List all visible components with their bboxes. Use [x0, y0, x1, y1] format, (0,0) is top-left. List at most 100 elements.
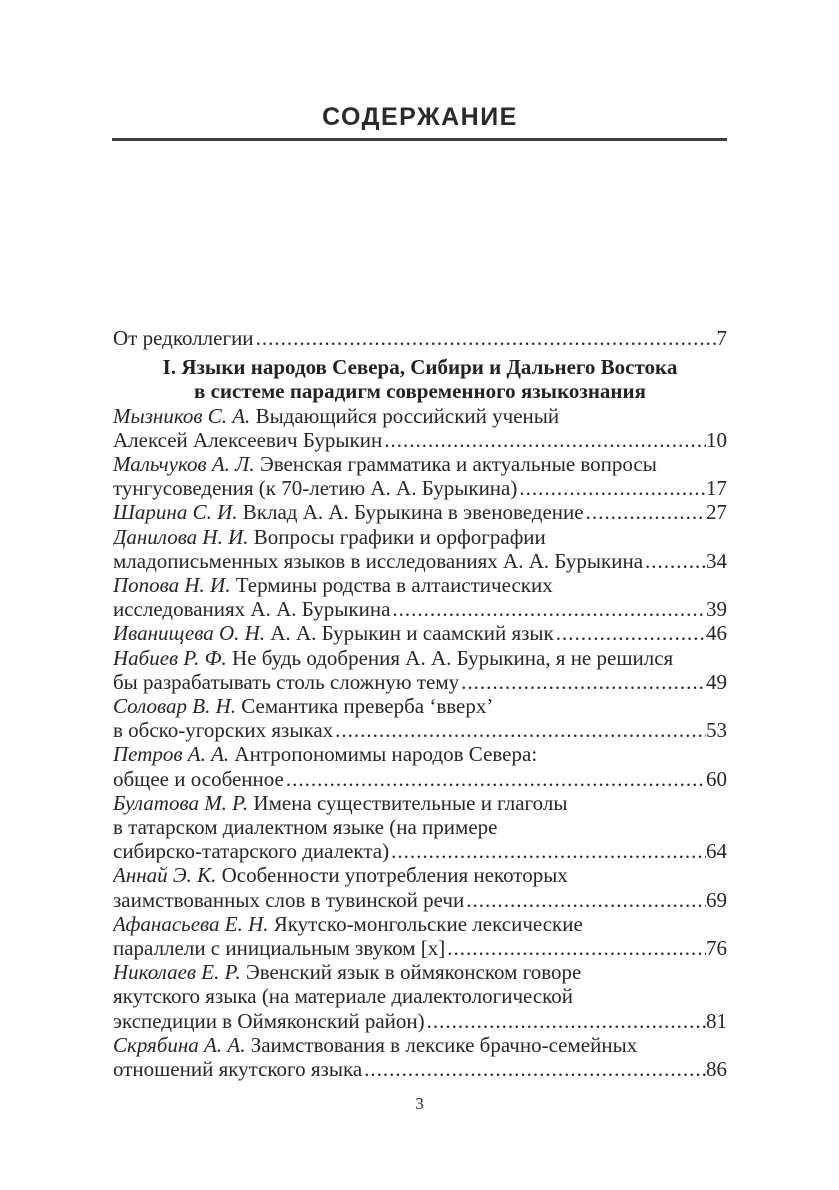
toc-entry-title: отношений якутского языка	[113, 1057, 363, 1082]
toc-entry-line: тунгусоведения (к 70-летию А. А. Бурыкин…	[113, 476, 727, 500]
toc-entry-page: 10	[706, 427, 727, 452]
toc-entry-page: 60	[706, 766, 727, 791]
toc-entry-author: Скрябина А. А.	[113, 1032, 246, 1057]
toc-entry-page: 39	[706, 597, 727, 622]
dot-leader	[461, 670, 706, 694]
dot-leader	[645, 549, 706, 573]
toc-entry-line: Алексей Алексеевич Бурыкин 10	[113, 428, 727, 452]
toc-entry-page: 81	[706, 1008, 727, 1033]
toc-entry-page: 76	[706, 936, 727, 961]
toc-entry-title: Не будь одобрения А. А. Бурыкина, я не р…	[232, 645, 674, 670]
toc-entry-page: 53	[706, 718, 727, 743]
dot-leader	[335, 718, 706, 742]
toc-entry-text: Шарина С. И. Вклад А. А. Бурыкина в эвен…	[113, 500, 584, 524]
toc-entry-title: заимствованных слов в тувинской речи	[113, 887, 465, 912]
toc-entry-title: якутского языка (на материале диалектоло…	[113, 984, 574, 1009]
toc-entry-title: младописьменных языков в исследованиях А…	[113, 548, 644, 573]
toc-entry-author: Афанасьева Е. Н.	[113, 911, 269, 936]
toc-entry-line: якутского языка (на материале диалектоло…	[113, 984, 727, 1008]
toc-entry-line: Попова Н. И. Термины родства в алтаистич…	[113, 573, 727, 597]
toc-entry-author: Набиев Р. Ф.	[113, 645, 227, 670]
toc-entry-author: Петров А. А.	[113, 742, 230, 767]
toc-entry-title: Вопросы графики и орфографии	[253, 524, 546, 549]
toc-entry-page: 7	[716, 326, 728, 350]
toc-entry-title: Антропономимы народов Севера:	[234, 742, 538, 767]
dot-leader	[466, 888, 706, 912]
toc-entry-title: параллели с инициальным звуком [х]	[113, 936, 446, 961]
toc-entry-title: Заимствования в лексике брачно-семейных	[250, 1032, 638, 1057]
toc-entry-author: Соловар В. Н.	[113, 694, 237, 719]
toc-entry-line: Петров А. А. Антропономимы народов Север…	[113, 742, 727, 766]
dot-leader	[556, 621, 706, 645]
dot-leader	[586, 500, 706, 524]
toc-entry-line: параллели с инициальным звуком [х] 76	[113, 936, 727, 960]
toc-entry-title: Выдающийся российский ученый	[255, 403, 560, 428]
toc-entry-line: в татарском диалектном языке (на примере	[113, 815, 727, 839]
dot-leader	[256, 326, 717, 350]
toc-entry-title: Якутско-монгольские лексические	[273, 911, 583, 936]
toc-entry-line: Соловар В. Н. Семантика преверба ‘вверх’	[113, 694, 727, 718]
toc-entry-line: Булатова М. Р. Имена существительные и г…	[113, 791, 727, 815]
toc-entry-line: Аннай Э. К. Особенности употребления нек…	[113, 863, 727, 887]
page-title: СОДЕРЖАНИЕ	[322, 103, 518, 131]
toc-entry-title: Эвенский язык в оймяконском говоре	[245, 960, 582, 985]
toc-entry-title: экспедиции в Оймяконский район)	[113, 1008, 425, 1033]
toc-entry-line: отношений якутского языка 86	[113, 1057, 727, 1081]
section-heading-line: в системе парадигм современного языкозна…	[193, 379, 646, 404]
toc-entry-page: 69	[706, 887, 727, 912]
toc-entry-line: бы разрабатывать столь сложную тему 49	[113, 670, 727, 694]
dot-leader	[392, 597, 706, 621]
toc-entry-title: Особенности употребления некоторых	[221, 863, 568, 888]
toc-entry-title: общее и особенное	[113, 766, 284, 791]
toc-entry-line: От редколлегии 7	[113, 326, 727, 350]
toc-entry-title: Вклад А. А. Бурыкина в эвеноведение	[242, 500, 584, 525]
toc-entry-line: сибирско-татарского диалекта) 64	[113, 839, 727, 863]
toc-entry-page: 34	[706, 548, 727, 573]
toc-entry-line: Набиев Р. Ф. Не будь одобрения А. А. Бур…	[113, 646, 727, 670]
toc-entry-line: Данилова Н. И. Вопросы графики и орфогра…	[113, 525, 727, 549]
toc-entry-line: Афанасьева Е. Н. Якутско-монгольские лек…	[113, 912, 727, 936]
toc-entry-line: Шарина С. И. Вклад А. А. Бурыкина в эвен…	[113, 500, 727, 524]
dot-leader	[364, 1057, 706, 1081]
toc-entry-author: Мызников С. А.	[113, 403, 251, 428]
toc-entry-page: 27	[706, 500, 727, 525]
dot-leader	[427, 1009, 706, 1033]
toc-entry-text: Иванищева О. Н. А. А. Бурыкин и саамский…	[113, 621, 554, 645]
toc-entry-page: 17	[706, 476, 727, 501]
toc-entry-line: Иванищева О. Н. А. А. Бурыкин и саамский…	[113, 621, 727, 645]
toc-entry-line: Мальчуков А. Л. Эвенская грамматика и ак…	[113, 452, 727, 476]
toc-entry-line: заимствованных слов в тувинской речи 69	[113, 888, 727, 912]
toc-entry-title: А. А. Бурыкин и саамский язык	[270, 621, 554, 646]
toc-entry-title: сибирско-татарского диалекта)	[113, 839, 390, 864]
dot-leader	[391, 839, 706, 863]
toc-entry-line: в обско-угорских языках 53	[113, 718, 727, 742]
dot-leader	[286, 767, 706, 791]
toc-entry-title: От редколлегии	[113, 326, 254, 350]
section-heading-line: I. Языки народов Севера, Сибири и Дальне…	[162, 355, 678, 380]
title-divider	[112, 138, 727, 141]
toc-entry-title: Семантика преверба ‘вверх’	[241, 694, 494, 719]
toc-entry-line: экспедиции в Оймяконский район) 81	[113, 1009, 727, 1033]
toc-entry-line: Мызников С. А. Выдающийся российский уче…	[113, 404, 727, 428]
toc-entry-page: 64	[706, 839, 727, 864]
toc-entry-line: младописьменных языков в исследованиях А…	[113, 549, 727, 573]
toc-entry-author: Николаев Е. Р.	[113, 960, 241, 985]
toc-entry-line: исследованиях А. А. Бурыкина 39	[113, 597, 727, 621]
toc-entry-page: 46	[706, 621, 727, 646]
toc-entry-title: в татарском диалектном языке (на примере	[113, 815, 498, 840]
toc-entry-author: Попова Н. И.	[113, 573, 231, 598]
toc-entry-page: 86	[706, 1057, 727, 1082]
toc-entry-author: Данилова Н. И.	[113, 524, 249, 549]
toc-entry-title: Алексей Алексеевич Бурыкин	[113, 427, 383, 452]
toc-entry-line: Николаев Е. Р. Эвенский язык в оймяконск…	[113, 960, 727, 984]
section-heading: I. Языки народов Севера, Сибири и Дальне…	[113, 355, 727, 403]
toc-entry-line: общее и особенное 60	[113, 767, 727, 791]
toc-entry-title: Термины родства в алтаистических	[235, 573, 553, 598]
dot-leader	[384, 428, 706, 452]
toc-entry-author: Мальчуков А. Л.	[113, 452, 255, 477]
toc-entry-author: Аннай Э. К.	[113, 863, 217, 888]
dot-leader	[519, 476, 706, 500]
toc-entry-author: Шарина С. И.	[113, 500, 238, 525]
toc-entry-author: Булатова М. Р.	[113, 790, 249, 815]
